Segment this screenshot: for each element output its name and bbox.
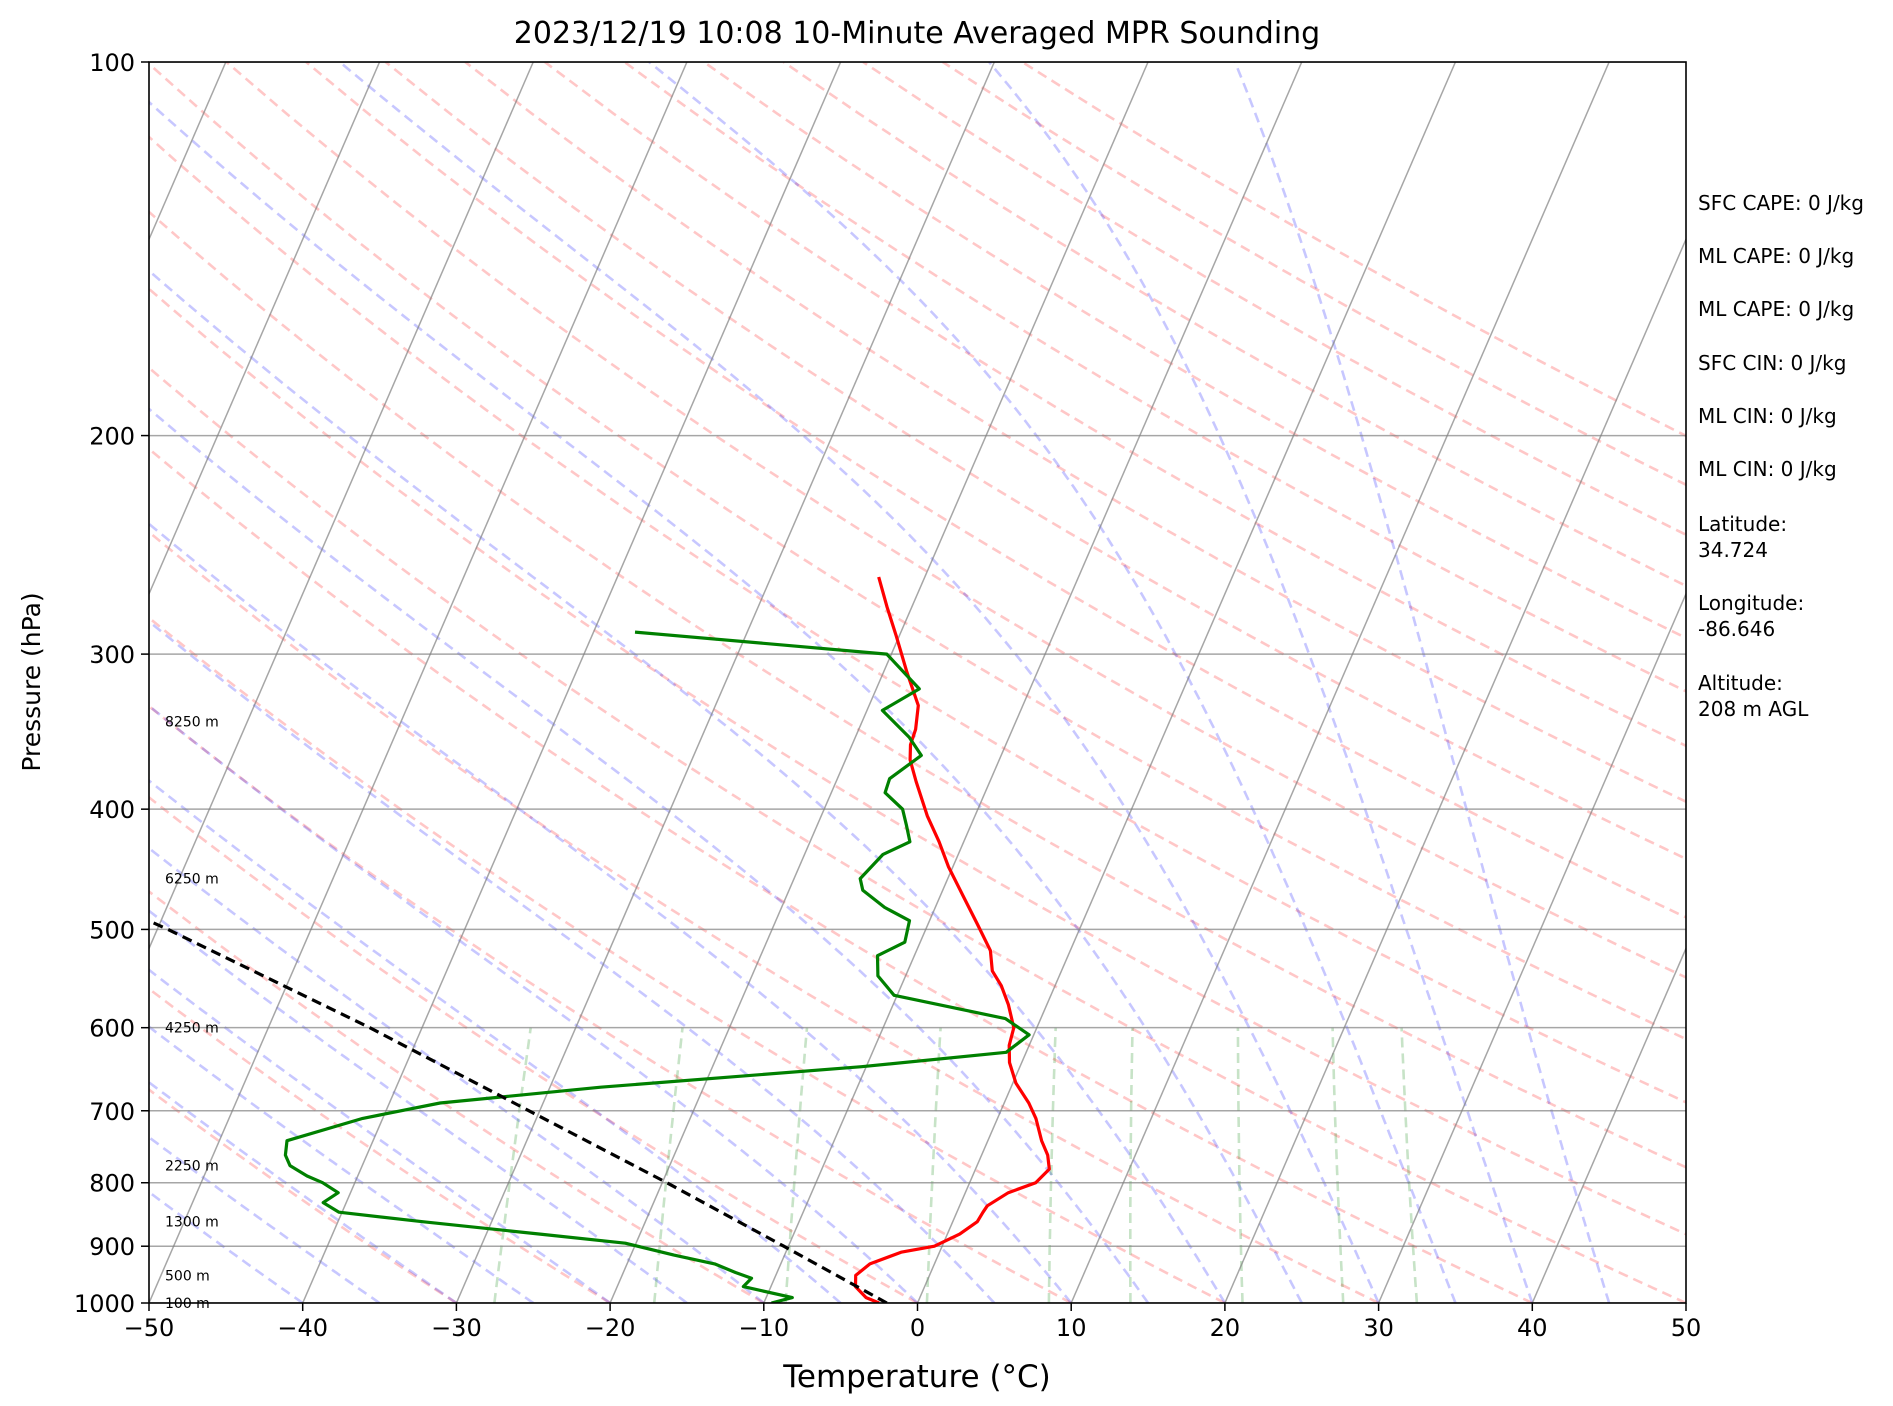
moist-adiabat	[988, 62, 1534, 1303]
isotherm	[1531, 946, 1686, 1303]
y-tick-label: 1000	[74, 1290, 135, 1318]
height-label: 100 m	[165, 1296, 210, 1312]
x-tick-label: 20	[1210, 1314, 1241, 1342]
isotherm	[1070, 62, 1610, 1303]
info-altitude-value: 208 m AGL	[1698, 697, 1809, 721]
y-tick-label: 900	[89, 1233, 135, 1261]
x-tick-label: −20	[585, 1314, 636, 1342]
axis-ticks: −50 −40 −30 −20 −10 0 10 20 30 40 50 100 200 300 400 50…	[74, 49, 1701, 1342]
info-latitude-label: Latitude:	[1698, 512, 1787, 536]
x-tick-label: −10	[738, 1314, 789, 1342]
x-tick-label: 0	[910, 1314, 925, 1342]
moist-adiabat	[149, 407, 1150, 1303]
moist-adiabat	[149, 100, 1303, 1303]
y-tick-label: 400	[89, 796, 135, 824]
isotherm	[1377, 591, 1686, 1303]
moist-adiabat	[149, 968, 611, 1303]
moist-adiabat	[149, 522, 1073, 1303]
y-tick-label: 300	[89, 641, 135, 669]
height-label: 1300 m	[165, 1215, 219, 1231]
y-tick-label: 100	[89, 49, 135, 77]
dry-adiabat	[149, 795, 919, 1303]
dry-adiabat	[149, 287, 1686, 1236]
info-longitude-value: -86.646	[1698, 617, 1775, 641]
x-tick-label: 30	[1363, 1314, 1394, 1342]
isotherm	[302, 62, 842, 1303]
x-tick-label: −30	[431, 1314, 482, 1342]
isotherm	[1224, 237, 1686, 1303]
moist-adiabat	[149, 1080, 458, 1303]
y-tick-label: 700	[89, 1098, 135, 1126]
moist-adiabat	[338, 62, 1380, 1303]
dry-adiabat	[149, 447, 1533, 1303]
y-tick-label: 800	[89, 1170, 135, 1198]
height-labels: 8250 m 6250 m 4250 m 2250 m 1300 m 500 m 100 m	[165, 715, 219, 1312]
y-axis-label: Pressure (hPa)	[17, 592, 46, 771]
info-longitude-label: Longitude:	[1698, 591, 1804, 615]
moist-adiabat	[149, 909, 688, 1303]
dry-adiabat	[464, 62, 1686, 804]
dry-adiabat	[149, 135, 1686, 1104]
isotherm	[455, 62, 996, 1303]
moist-adiabat	[149, 1190, 304, 1303]
info-latitude-value: 34.724	[1698, 538, 1768, 562]
height-label: 2250 m	[165, 1159, 219, 1175]
moist-adiabat	[149, 704, 919, 1303]
info-ml-cape-1: ML CAPE: 0 J/kg	[1698, 244, 1854, 268]
info-sfc-cape: SFC CAPE: 0 J/kg	[1698, 191, 1864, 215]
height-label: 4250 m	[165, 1021, 219, 1037]
isotherm	[149, 62, 534, 951]
x-axis-label: Temperature (°C)	[782, 1359, 1051, 1395]
moist-adiabat	[1233, 62, 1611, 1303]
isotherm	[609, 62, 1149, 1303]
isotherm	[149, 62, 381, 596]
temperature-profile	[853, 576, 1051, 1303]
dry-adiabat	[149, 62, 1686, 1041]
isotherm	[763, 62, 1303, 1303]
isotherm	[916, 62, 1457, 1303]
info-altitude-label: Altitude:	[1698, 671, 1783, 695]
height-label: 6250 m	[165, 872, 219, 888]
moist-adiabat	[149, 778, 842, 1303]
moist-adiabat	[149, 269, 1227, 1303]
info-panel: SFC CAPE: 0 J/kg ML CAPE: 0 J/kg ML CAPE…	[1698, 191, 1864, 721]
x-tick-label: 50	[1671, 1314, 1702, 1342]
y-tick-label: 500	[89, 916, 135, 944]
info-ml-cin-2: ML CIN: 0 J/kg	[1698, 457, 1837, 481]
dry-adiabat	[703, 62, 1686, 640]
dewpoint-profile	[283, 630, 1031, 1303]
x-tick-label: −50	[124, 1314, 175, 1342]
dry-adiabat	[384, 62, 1686, 861]
dry-adiabat	[782, 62, 1686, 588]
moist-adiabat	[149, 846, 765, 1303]
x-tick-label: −40	[277, 1314, 328, 1342]
dry-adiabat	[149, 987, 611, 1303]
info-ml-cin-1: ML CIN: 0 J/kg	[1698, 404, 1837, 428]
dry-adiabat	[149, 704, 1072, 1303]
moist-adiabat	[648, 62, 1457, 1303]
moist-adiabat	[149, 1135, 381, 1303]
x-tick-label: 10	[1056, 1314, 1087, 1342]
y-tick-label: 600	[89, 1015, 135, 1043]
chart-title: 2023/12/19 10:08 10-Minute Averaged MPR …	[514, 16, 1320, 51]
height-label: 8250 m	[165, 715, 219, 731]
x-tick-label: 40	[1517, 1314, 1548, 1342]
isotherm	[149, 62, 688, 1303]
y-tick-label: 200	[89, 423, 135, 451]
moist-adiabat	[149, 1025, 535, 1303]
info-sfc-cin: SFC CIN: 0 J/kg	[1698, 351, 1846, 375]
height-label: 500 m	[165, 1268, 210, 1284]
dry-adiabat	[544, 62, 1686, 748]
dry-adiabat	[623, 62, 1686, 693]
dry-adiabat	[149, 530, 1380, 1303]
info-ml-cape-2: ML CAPE: 0 J/kg	[1698, 297, 1854, 321]
dry-adiabat	[149, 210, 1686, 1169]
sounding-profiles	[149, 576, 1051, 1303]
